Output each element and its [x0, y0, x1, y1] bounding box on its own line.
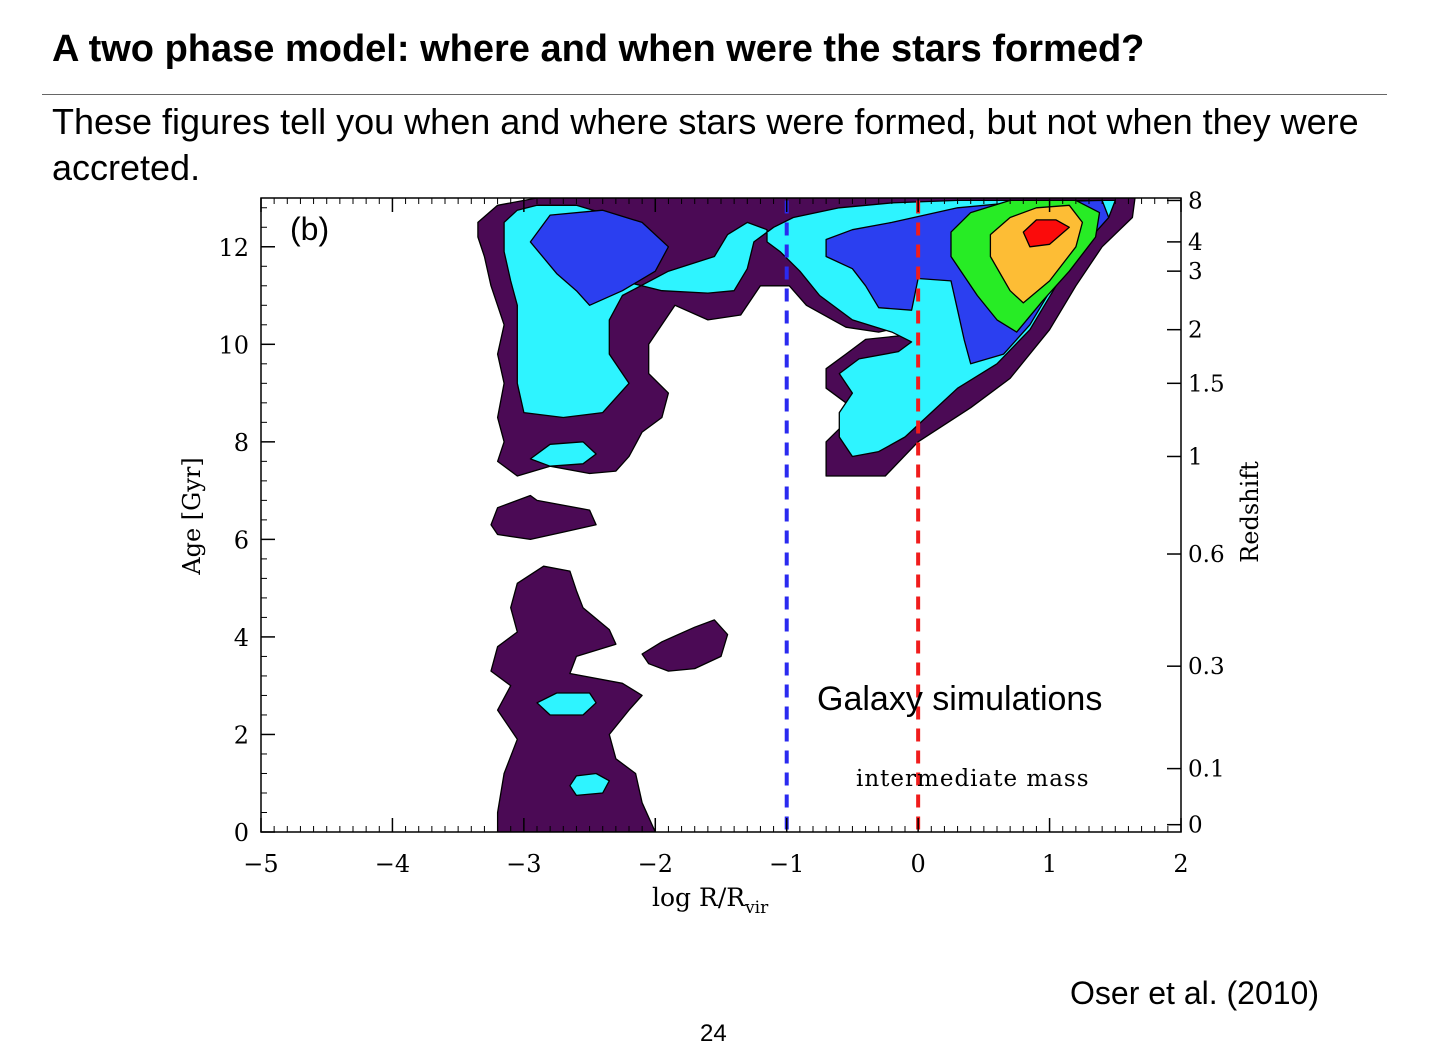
x-tick-label: −4 — [375, 850, 410, 878]
x-axis-label-main: log R/R — [652, 883, 746, 912]
contour-region-5 — [529, 441, 597, 467]
redshift-tick-label: 4 — [1188, 230, 1203, 256]
x-tick-label: 1 — [1042, 850, 1057, 878]
x-tick-label: 2 — [1173, 850, 1188, 878]
x-tick-label: −5 — [243, 850, 278, 878]
x-tick-label: −3 — [506, 850, 541, 878]
contour-region-1 — [490, 494, 597, 541]
x-tick-label: 0 — [911, 850, 926, 878]
slide-subtitle: These figures tell you when and where st… — [52, 101, 1359, 188]
contour-region-3 — [641, 619, 729, 672]
x-axis-label: log R/Rvir — [652, 883, 769, 918]
redshift-tick-label: 0.6 — [1188, 542, 1225, 568]
panel-label: (b) — [290, 211, 329, 247]
y-tick-label: 10 — [218, 331, 249, 359]
y-axis-ticks: 0 2 4 6 8 10 12 — [218, 207, 275, 847]
contour-region-7 — [569, 772, 610, 797]
annotation-galaxy-simulations: Galaxy simulations — [817, 680, 1102, 718]
y-tick-label: 12 — [218, 234, 249, 262]
y-tick-label: 0 — [234, 819, 249, 847]
redshift-axis-ticks: 8 4 3 2 1.5 1 0.6 0.3 0.1 0 — [1167, 188, 1225, 839]
y-tick-label: 4 — [234, 624, 249, 652]
x-axis-label-subscript: vir — [744, 898, 769, 918]
contour-region-6 — [536, 692, 597, 716]
x-axis-ticks: −5 −4 −3 −2 −1 0 1 2 — [243, 198, 1189, 878]
contour-region-12 — [1022, 219, 1070, 248]
redshift-tick-label: 0.1 — [1188, 757, 1225, 783]
redshift-tick-label: 3 — [1188, 259, 1203, 285]
x-tick-label: −2 — [638, 850, 673, 878]
slide-title: A two phase model: where and when were t… — [52, 28, 1145, 70]
y-tick-label: 8 — [234, 429, 249, 457]
redshift-tick-label: 0 — [1188, 813, 1203, 839]
page-number: 24 — [700, 1020, 727, 1047]
redshift-tick-label: 1.5 — [1188, 371, 1225, 397]
redshift-tick-label: 0.3 — [1188, 654, 1225, 680]
y-tick-label: 2 — [234, 721, 249, 749]
annotation-intermediate-mass: intermediate mass — [856, 766, 1090, 792]
x-tick-label: −1 — [769, 850, 804, 878]
y-tick-label: 6 — [234, 526, 249, 554]
redshift-tick-label: 1 — [1188, 444, 1203, 470]
citation: Oser et al. (2010) — [1070, 975, 1319, 1011]
contour-regions — [477, 198, 1136, 832]
y-axis-label: Age [Gyr] — [178, 457, 206, 575]
title-divider — [42, 94, 1387, 95]
redshift-tick-label: 2 — [1188, 318, 1203, 344]
reference-lines — [784, 200, 921, 832]
redshift-axis-label: Redshift — [1236, 461, 1264, 563]
contour-region-8 — [529, 209, 670, 306]
redshift-tick-label: 8 — [1188, 188, 1203, 214]
